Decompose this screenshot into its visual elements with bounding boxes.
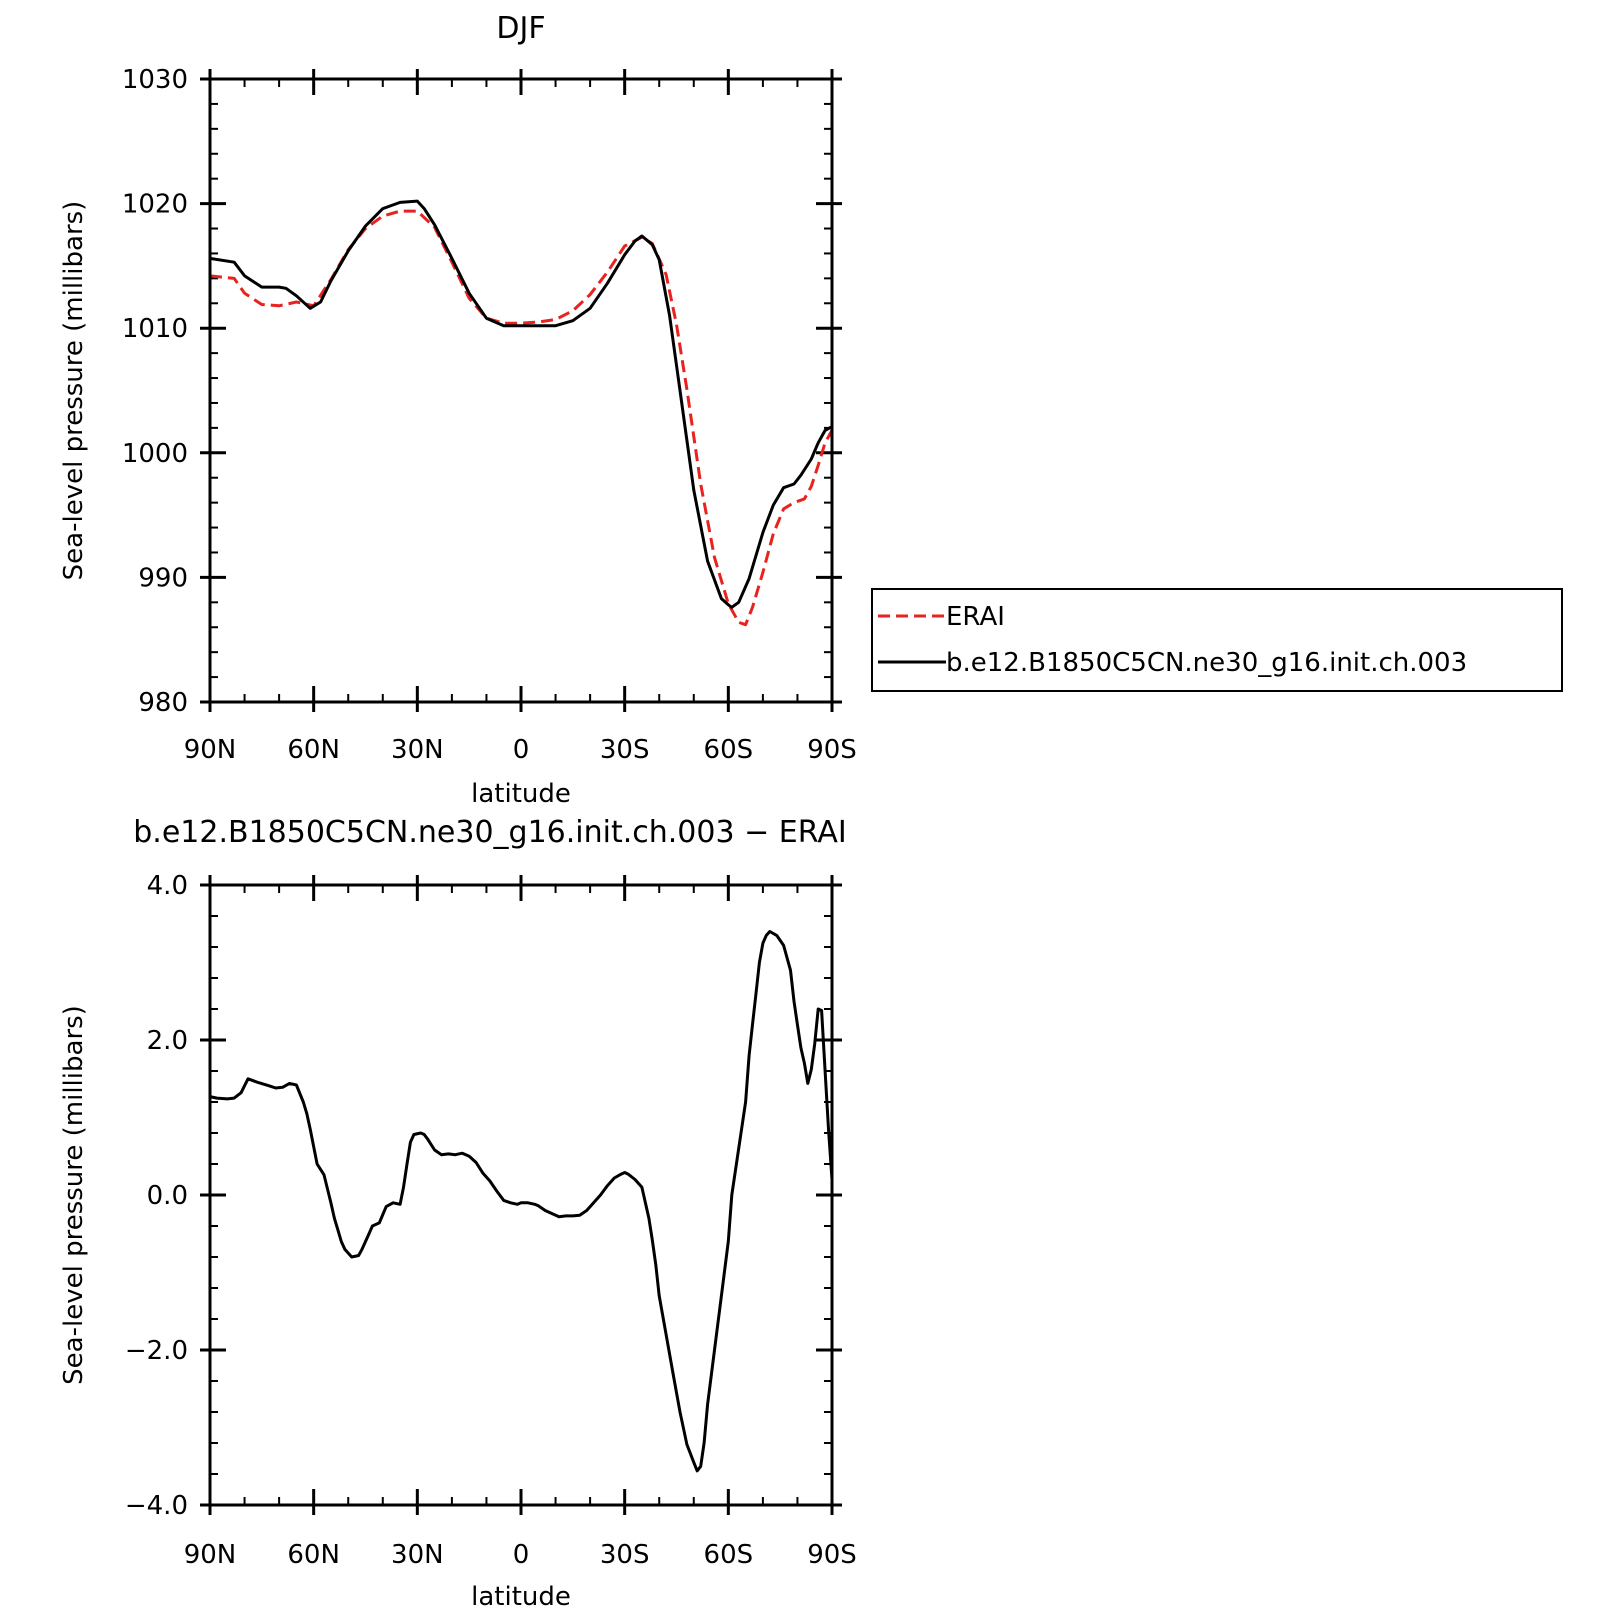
plot-frame xyxy=(208,883,834,1507)
y-axis-label: Sea-level pressure (millibars) xyxy=(59,201,89,581)
x-tick-label: 90N xyxy=(184,735,237,765)
y-tick-label: −4.0 xyxy=(125,1491,188,1521)
y-tick-label: 1030 xyxy=(122,65,188,95)
y-tick-label: 4.0 xyxy=(147,871,188,901)
bottom-panel-difference: b.e12.B1850C5CN.ne30_g16.init.ch.003 − E… xyxy=(59,815,857,1612)
y-axis-label: Sea-level pressure (millibars) xyxy=(59,1005,89,1385)
x-tick-label: 60N xyxy=(287,1540,340,1570)
x-tick-label: 30S xyxy=(600,1540,650,1570)
legend-box xyxy=(871,588,1563,692)
x-tick-label: 90N xyxy=(184,1540,237,1570)
x-tick-label: 60S xyxy=(704,1540,754,1570)
y-tick-label: 0.0 xyxy=(147,1181,188,1211)
series-line-erai xyxy=(209,209,834,627)
legend: ERAI b.e12.B1850C5CN.ne30_g16.init.ch.003 xyxy=(871,588,1563,692)
x-tick-label: 30N xyxy=(391,1540,444,1570)
x-axis-label: latitude xyxy=(471,1582,571,1612)
y-tick-label: 990 xyxy=(138,563,188,593)
series-line-b-e12-b1850c5cn-ne30-g16-init-ch-003 xyxy=(209,199,833,609)
y-tick-label: −2.0 xyxy=(125,1336,188,1366)
x-axis-label: latitude xyxy=(471,779,571,809)
chart-title: b.e12.B1850C5CN.ne30_g16.init.ch.003 − E… xyxy=(133,815,846,850)
y-tick-label: 980 xyxy=(138,688,188,718)
x-tick-label: 30N xyxy=(391,735,444,765)
legend-entry: ERAI xyxy=(946,602,1005,632)
top-panel-djf: DJF 90N 60N 30N 0 30S 60S 90S 980 990 1000 1010 1020… xyxy=(59,11,1563,809)
x-tick-label: 30S xyxy=(600,735,650,765)
chart-title: DJF xyxy=(496,11,545,46)
x-tick-label: 60S xyxy=(704,735,754,765)
y-tick-label: 1020 xyxy=(122,190,188,220)
legend-entry: b.e12.B1850C5CN.ne30_g16.init.ch.003 xyxy=(946,648,1467,678)
x-tick-label: 0 xyxy=(513,735,530,765)
y-tick-label: 2.0 xyxy=(147,1026,188,1056)
y-tick-label: 1010 xyxy=(122,314,188,344)
x-tick-label: 0 xyxy=(513,1540,530,1570)
x-tick-label: 60N xyxy=(287,735,340,765)
difference-line xyxy=(209,930,834,1473)
y-tick-label: 1000 xyxy=(122,439,188,469)
x-tick-label: 90S xyxy=(807,735,857,765)
x-tick-label: 90S xyxy=(807,1540,857,1570)
plot-frame xyxy=(208,77,834,704)
